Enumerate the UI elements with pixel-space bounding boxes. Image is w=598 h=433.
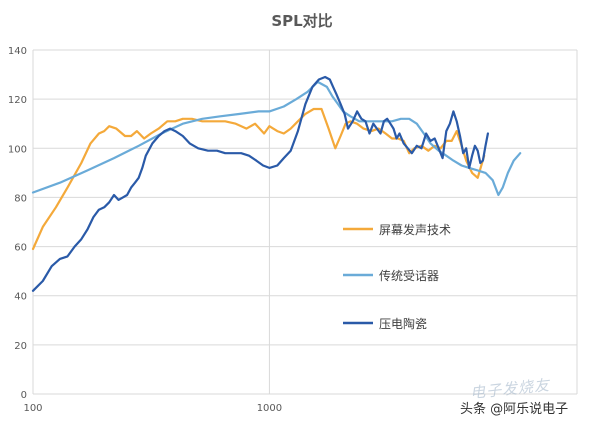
series-line	[31, 80, 522, 197]
y-tick-label: 100	[8, 144, 27, 155]
y-tick-label: 40	[14, 292, 27, 303]
legend-label: 传统受话器	[379, 268, 439, 283]
y-tick-label: 80	[14, 193, 27, 204]
series-line	[31, 75, 489, 292]
y-tick-label: 60	[14, 243, 27, 254]
y-tick-label: 0	[21, 390, 27, 401]
watermark-source-text: 头条 @阿乐说电子	[458, 398, 571, 417]
series-lines	[31, 75, 522, 292]
axes: 0 20 40 60 80 100 120 140 100 1000	[8, 46, 282, 414]
chart-title: SPL对比	[271, 12, 332, 30]
x-tick-label: 100	[23, 403, 42, 414]
y-tick-label: 20	[14, 341, 27, 352]
legend-label: 屏幕发声技术	[379, 222, 451, 237]
y-tick-label: 120	[8, 95, 27, 106]
legend-label: 压电陶瓷	[379, 316, 427, 331]
series-line	[31, 107, 486, 251]
gridlines	[32, 49, 578, 395]
y-tick-label: 140	[8, 46, 27, 57]
x-tick-label: 1000	[257, 403, 282, 414]
